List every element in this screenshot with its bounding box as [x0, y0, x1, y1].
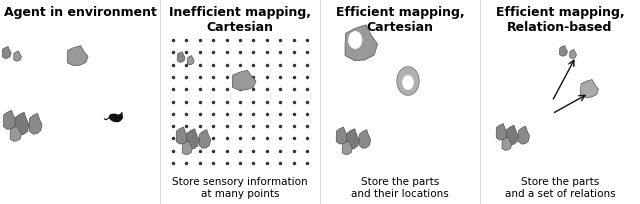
Text: Agent in environment: Agent in environment	[4, 6, 156, 19]
Polygon shape	[506, 126, 518, 145]
Circle shape	[403, 76, 413, 90]
Polygon shape	[3, 47, 11, 59]
Text: Efficient mapping,
Cartesian: Efficient mapping, Cartesian	[336, 6, 464, 34]
Circle shape	[397, 67, 419, 96]
Polygon shape	[188, 56, 194, 65]
Polygon shape	[496, 124, 507, 140]
Polygon shape	[345, 26, 378, 61]
Polygon shape	[346, 129, 359, 149]
Polygon shape	[176, 128, 188, 144]
Polygon shape	[10, 126, 22, 142]
Polygon shape	[359, 130, 371, 149]
Text: Store the parts
and their locations: Store the parts and their locations	[351, 176, 449, 198]
Text: Store sensory information
at many points: Store sensory information at many points	[172, 176, 308, 198]
Polygon shape	[14, 52, 21, 62]
Polygon shape	[342, 141, 352, 155]
Text: Inefficient mapping,
Cartesian: Inefficient mapping, Cartesian	[169, 6, 311, 34]
Polygon shape	[502, 137, 512, 151]
Ellipse shape	[109, 114, 122, 123]
Ellipse shape	[117, 114, 123, 120]
Polygon shape	[182, 141, 192, 155]
Polygon shape	[336, 128, 348, 144]
Text: Efficient mapping,
Relation-based: Efficient mapping, Relation-based	[496, 6, 624, 34]
FancyArrowPatch shape	[554, 96, 585, 113]
Polygon shape	[518, 126, 529, 144]
Polygon shape	[232, 71, 256, 91]
Polygon shape	[570, 50, 577, 59]
Circle shape	[349, 33, 362, 49]
Polygon shape	[67, 47, 88, 66]
Polygon shape	[29, 114, 42, 134]
FancyArrowPatch shape	[554, 61, 574, 100]
Polygon shape	[199, 130, 211, 149]
Polygon shape	[580, 80, 598, 98]
Text: Store the parts
and a set of relations: Store the parts and a set of relations	[505, 176, 615, 198]
Polygon shape	[15, 113, 29, 135]
Polygon shape	[3, 111, 16, 130]
Polygon shape	[186, 129, 199, 149]
Polygon shape	[177, 53, 185, 63]
Ellipse shape	[120, 113, 123, 116]
Polygon shape	[559, 47, 568, 57]
